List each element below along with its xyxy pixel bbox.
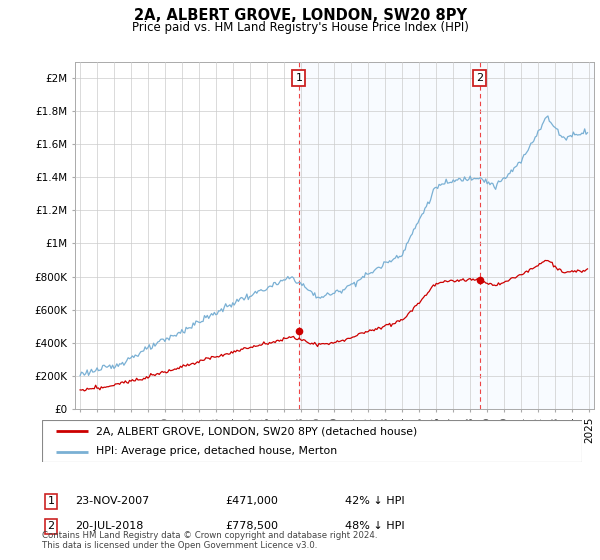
Text: 20-JUL-2018: 20-JUL-2018 [75,521,143,531]
Text: £778,500: £778,500 [225,521,278,531]
Text: £471,000: £471,000 [225,496,278,506]
Text: 1: 1 [295,73,302,83]
Text: 1: 1 [47,496,55,506]
Text: 2: 2 [47,521,55,531]
Text: 2: 2 [476,73,483,83]
Text: HPI: Average price, detached house, Merton: HPI: Average price, detached house, Mert… [96,446,337,456]
Bar [299,62,594,409]
Text: 2A, ALBERT GROVE, LONDON, SW20 8PY (detached house): 2A, ALBERT GROVE, LONDON, SW20 8PY (deta… [96,426,417,436]
Text: 42% ↓ HPI: 42% ↓ HPI [345,496,404,506]
Text: Price paid vs. HM Land Registry's House Price Index (HPI): Price paid vs. HM Land Registry's House … [131,21,469,34]
Text: Contains HM Land Registry data © Crown copyright and database right 2024.
This d: Contains HM Land Registry data © Crown c… [42,530,377,550]
Text: 23-NOV-2007: 23-NOV-2007 [75,496,149,506]
Text: 48% ↓ HPI: 48% ↓ HPI [345,521,404,531]
Text: 2A, ALBERT GROVE, LONDON, SW20 8PY: 2A, ALBERT GROVE, LONDON, SW20 8PY [133,8,467,24]
